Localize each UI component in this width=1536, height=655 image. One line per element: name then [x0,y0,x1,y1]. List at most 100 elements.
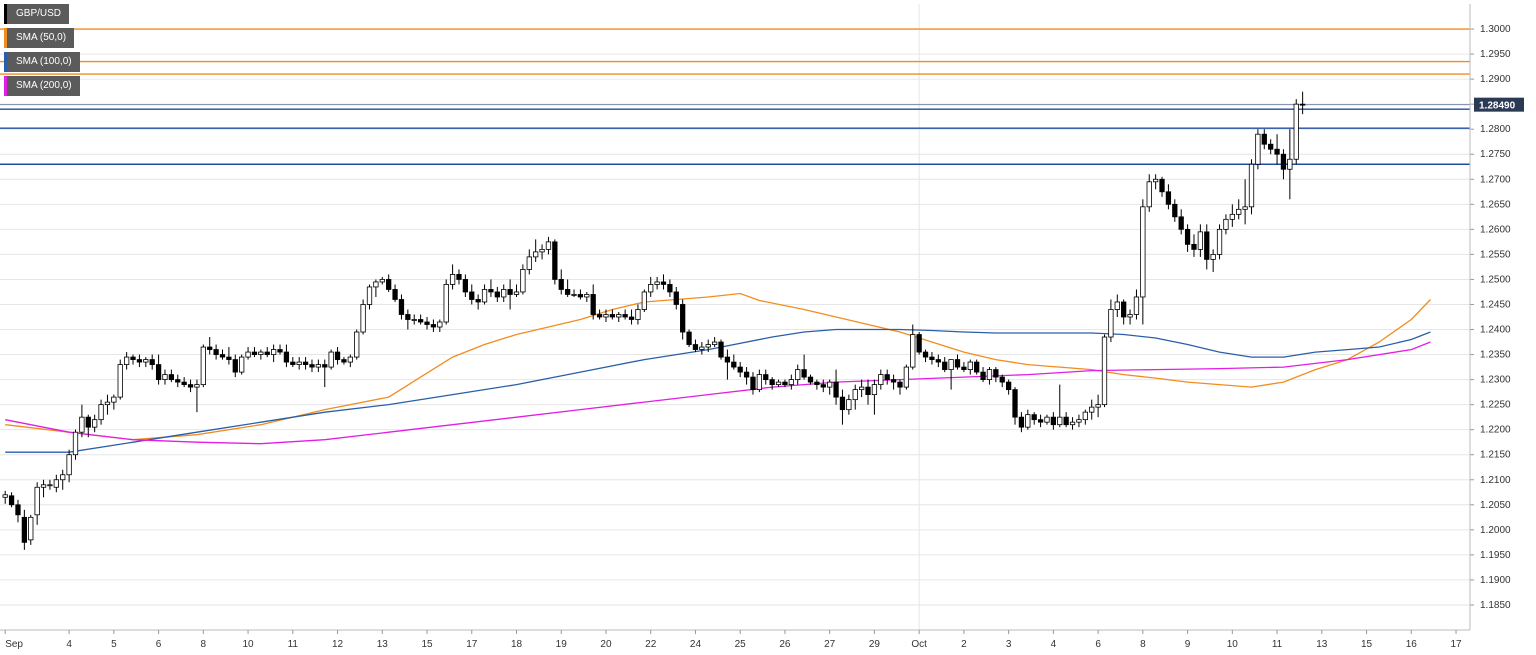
candle-body [200,346,206,386]
candle-body [143,359,149,363]
sma-line [5,328,1431,453]
candles [2,91,1306,550]
candle [660,274,667,290]
y-tick-label: 1.2050 [1480,500,1511,511]
candle [47,479,53,490]
candle-body [731,361,737,368]
candle [743,367,750,385]
candle-body [596,314,603,318]
y-tick-label: 1.2400 [1480,325,1511,336]
candle [584,291,590,302]
candle-body [15,504,21,516]
y-tick-label: 1.2900 [1480,74,1511,85]
candle [1127,309,1133,325]
candle-body [890,379,897,383]
candle-body [155,364,162,380]
candle [999,374,1005,388]
candle [475,294,481,310]
candle [417,314,424,325]
x-tick-label: Oct [911,639,927,650]
candle [1114,294,1120,317]
candle-body [961,366,967,370]
candle-body [1095,404,1101,408]
candle [916,332,922,355]
candle-body [1293,103,1299,160]
candle-body [1069,421,1076,426]
y-tick-label: 1.2350 [1480,350,1511,361]
candle-body [724,356,731,363]
candle-body [513,291,520,295]
candle [149,354,155,370]
candle [846,394,852,415]
x-tick-label: 17 [466,639,478,650]
x-tick-label: 18 [511,639,523,650]
sma-lines [5,292,1431,453]
candle-body [686,331,692,345]
grid [0,4,1470,630]
candle-body [481,289,488,303]
candle-body [417,319,424,323]
candle-body [1184,228,1191,245]
legend-item[interactable]: SMA (200,0) [4,76,80,96]
candle [290,357,296,368]
candle-body [545,241,552,250]
x-tick-label: 16 [1406,639,1418,650]
candle [1299,91,1306,115]
candle-body [28,516,34,541]
legend-swatch [4,52,7,72]
candle [827,379,833,395]
candle-body [1108,309,1114,338]
candle [648,276,654,297]
candle [705,339,711,353]
candle-body [1152,178,1159,183]
candle-body [1076,419,1082,423]
candle-body [533,251,539,258]
candle-body [328,351,334,368]
candle [1089,399,1095,420]
y-tick-label: 1.2500 [1480,274,1511,285]
candle [481,284,488,305]
candle [66,449,72,483]
candle [1069,417,1076,430]
y-tick-label: 1.2750 [1480,149,1511,160]
candle-body [622,314,628,318]
candle-body [1229,213,1235,220]
candle [507,279,513,310]
candle-body [769,379,775,386]
candle [181,377,187,388]
candle [175,374,181,388]
candle-body [641,291,647,310]
x-tick-label: 25 [735,639,747,650]
candle [686,329,692,348]
candle-body [1044,416,1050,423]
candle [871,379,878,415]
candle [1210,249,1216,272]
y-tick-label: 1.3000 [1480,24,1511,35]
x-tick-label: 22 [645,639,657,650]
candle-body [443,284,449,323]
x-tick-label: 2 [961,639,967,650]
candle-body [136,359,143,363]
candle-body [66,454,72,476]
candle-body [526,256,532,270]
candle [130,354,136,365]
y-tick-label: 1.2200 [1480,425,1511,436]
candle-body [910,334,916,368]
legend-item[interactable]: SMA (50,0) [4,28,75,48]
candle-body [1204,231,1210,260]
candle [890,374,897,390]
candle-body [1248,163,1255,208]
legend-item[interactable]: GBP/USD [4,4,70,24]
candle [718,339,724,360]
candle [226,347,232,365]
x-tick-label: 9 [1185,639,1191,650]
candle [1204,224,1210,270]
candle-body [590,294,596,315]
candle [673,286,679,310]
candle-body [564,289,571,295]
candle [21,509,28,550]
candle [603,309,609,323]
candle [322,359,328,388]
candle [756,369,763,393]
legend-item[interactable]: SMA (100,0) [4,52,80,72]
